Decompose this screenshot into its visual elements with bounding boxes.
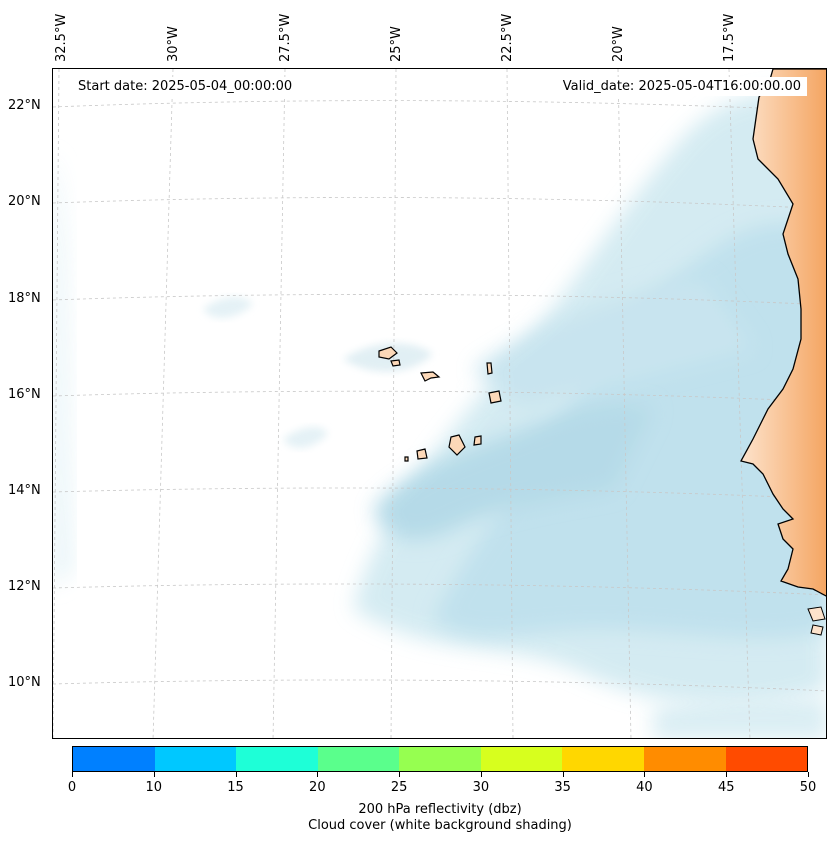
colorbar-tick <box>644 772 646 777</box>
latitude-label: 12°N <box>8 579 41 594</box>
latitude-label: 16°N <box>8 387 41 402</box>
map-panel <box>52 68 827 739</box>
colorbar-segment <box>73 747 155 771</box>
colorbar-tick-label: 50 <box>799 780 817 795</box>
map-canvas <box>53 69 826 738</box>
latitude-label: 14°N <box>8 483 41 498</box>
colorbar-tick <box>72 772 73 777</box>
island-santo-antao <box>378 346 398 360</box>
colorbar-tick <box>808 772 809 777</box>
colorbar-sublabel: Cloud cover (white background shading) <box>308 818 572 833</box>
colorbar-segment <box>562 747 644 771</box>
start-date-label: Start date: 2025-05-04_00:00:00 <box>72 77 299 96</box>
colorbar-segment <box>317 747 400 771</box>
latitude-label: 18°N <box>8 291 41 306</box>
colorbar-tick-label: 40 <box>636 780 653 795</box>
longitude-label: 25°W <box>389 26 404 62</box>
island-maio <box>473 435 482 446</box>
colorbar-tick-label: 0 <box>67 780 77 795</box>
latitude-label: 22°N <box>8 98 41 113</box>
cloud-cover-layer <box>53 89 826 738</box>
island-boa-vista <box>488 390 502 404</box>
colorbar-segment <box>643 747 726 771</box>
island-santiago <box>448 434 466 456</box>
colorbar-tick <box>726 772 728 777</box>
colorbar-tick-label: 35 <box>554 780 571 795</box>
colorbar-segment <box>399 747 481 771</box>
colorbar-tick <box>562 772 564 777</box>
island-brava <box>404 456 409 462</box>
colorbar-tick-label: 30 <box>472 780 490 795</box>
longitude-label: 17.5°W <box>722 13 737 62</box>
colorbar-tick <box>317 772 319 777</box>
island-sao-nicolau <box>420 371 441 382</box>
longitude-label: 32.5°W <box>54 13 69 62</box>
colorbar-segment <box>236 747 318 771</box>
colorbar-segment <box>154 747 237 771</box>
colorbar-segment <box>480 747 563 771</box>
colorbar-tick <box>235 772 237 777</box>
latitude-label: 10°N <box>8 675 41 690</box>
colorbar-tick-label: 20 <box>309 780 326 795</box>
longitude-label: 30°W <box>166 26 181 62</box>
african-coast <box>740 69 826 636</box>
colorbar-tick-label: 15 <box>227 780 244 795</box>
colorbar-tick-label: 10 <box>145 780 163 795</box>
longitude-label: 22.5°W <box>500 13 515 62</box>
colorbar-tick-label: 45 <box>717 780 735 795</box>
colorbar-tick-label: 25 <box>390 780 408 795</box>
colorbar-segment <box>725 747 808 771</box>
cape-verde-islands <box>378 346 502 462</box>
colorbar-label: 200 hPa reflectivity (dbz) <box>358 802 522 817</box>
island-fogo <box>416 448 428 460</box>
longitude-label: 27.5°W <box>278 13 293 62</box>
colorbar-tick <box>153 772 155 777</box>
colorbar <box>72 746 808 772</box>
colorbar-tick <box>399 772 401 777</box>
island-sal <box>486 362 493 375</box>
latitude-label: 20°N <box>8 194 41 209</box>
longitude-label: 20°W <box>611 26 626 62</box>
valid-date-label: Valid_date: 2025-05-04T16:00:00.00 <box>556 77 807 96</box>
graticule <box>53 69 826 738</box>
island-sao-vicente <box>390 359 401 367</box>
colorbar-tick <box>480 772 482 777</box>
